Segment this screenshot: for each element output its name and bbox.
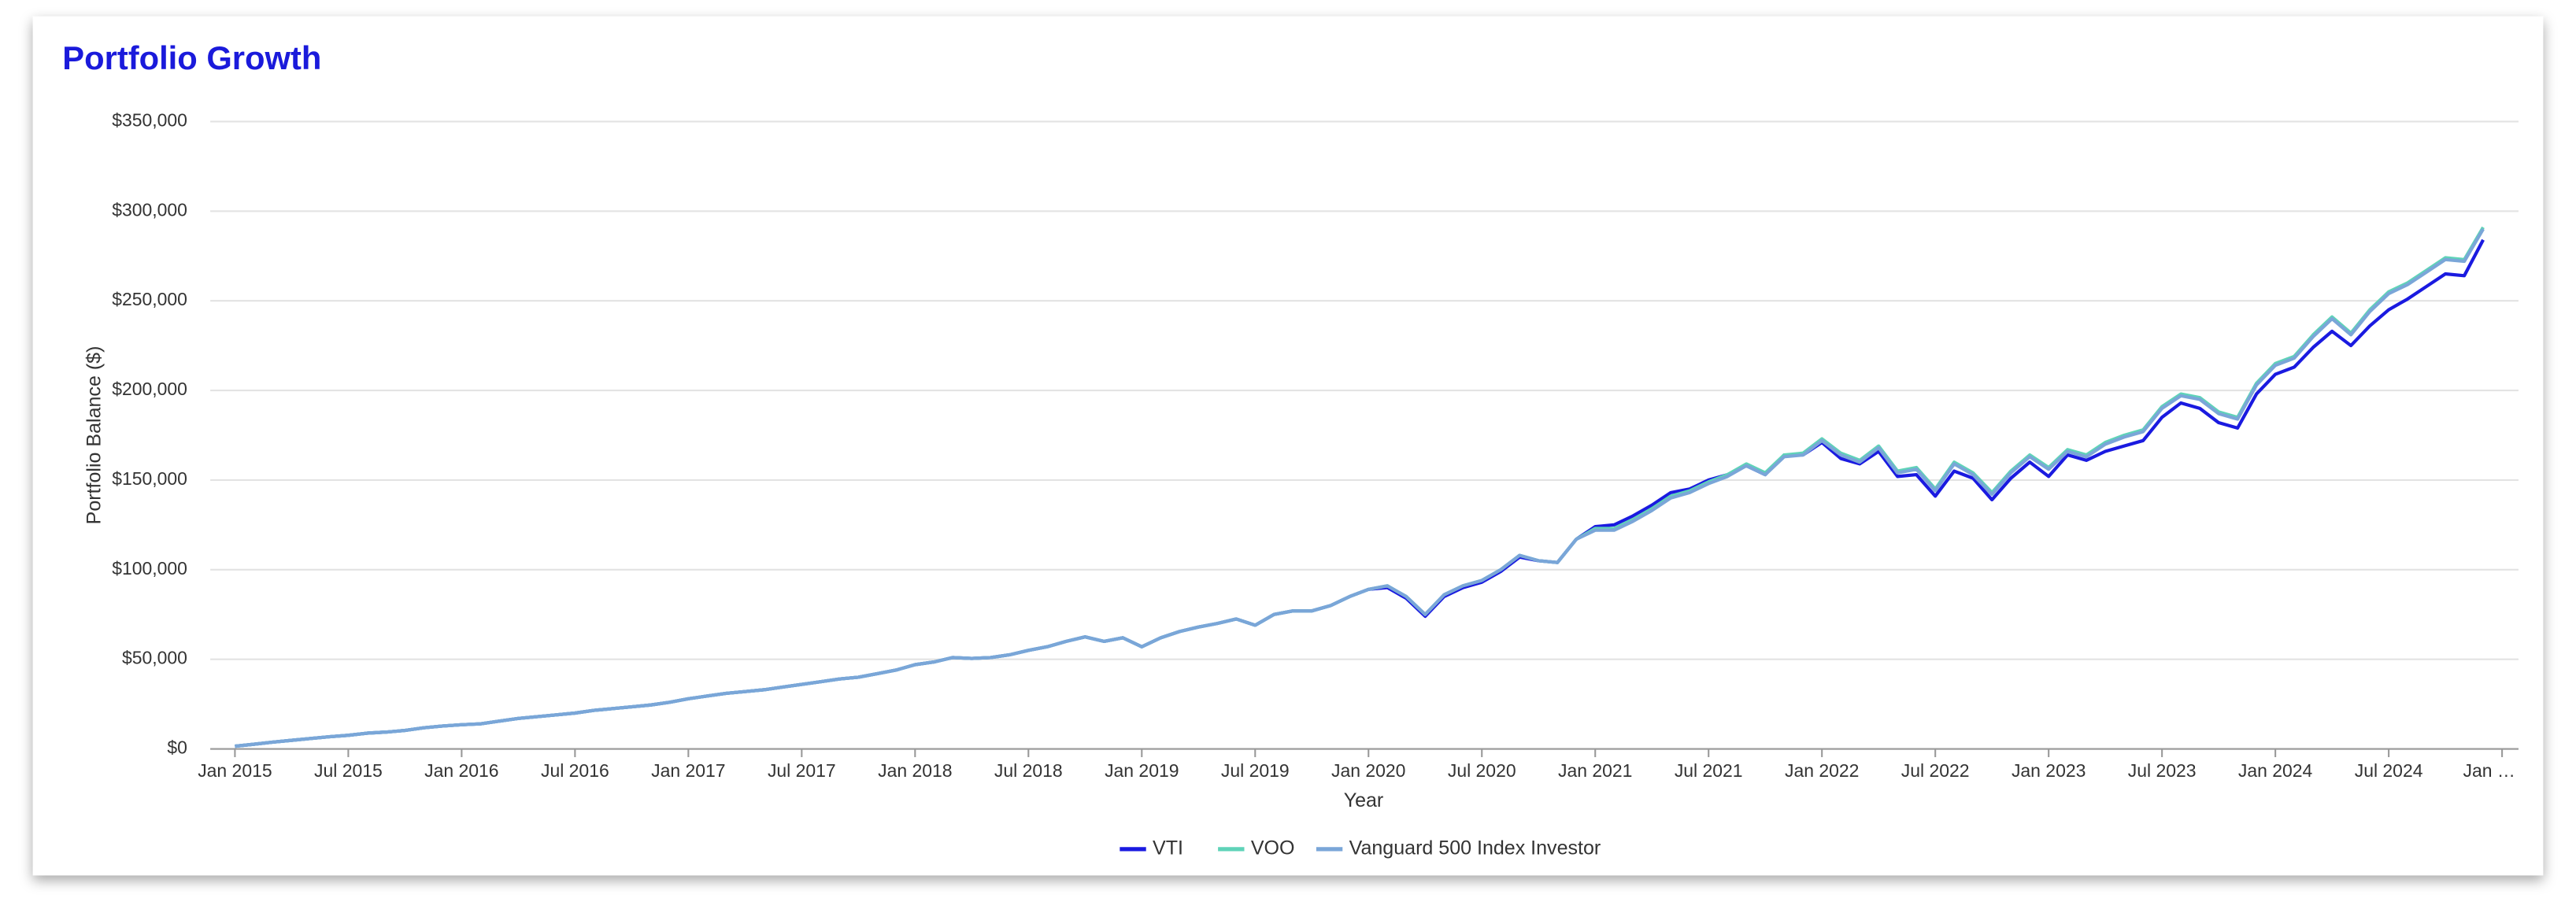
x-tick-label: Jan 2019 [1105, 760, 1179, 781]
x-tick-label: Jan 2017 [651, 760, 725, 781]
y-axis-label: Portfolio Balance ($) [83, 346, 105, 525]
x-tick-label: Jan 2018 [878, 760, 952, 781]
x-tick-label: Jul 2022 [1901, 760, 1970, 781]
x-tick-label: Jul 2023 [2128, 760, 2197, 781]
card [32, 16, 2544, 876]
x-tick-label: Jan … [2463, 760, 2515, 781]
x-tick-label: Jan 2016 [424, 760, 498, 781]
legend-label: VTI [1153, 837, 1183, 859]
x-tick-label: Jan 2015 [198, 760, 272, 781]
x-axis-label: Year [1344, 789, 1384, 811]
x-tick-label: Jul 2016 [541, 760, 609, 781]
y-tick-label: $0 [167, 737, 187, 758]
x-tick-label: Jul 2018 [994, 760, 1063, 781]
x-tick-label: Jul 2017 [768, 760, 836, 781]
chart-title: Portfolio Growth [62, 39, 321, 76]
x-tick-label: Jul 2015 [314, 760, 383, 781]
y-tick-label: $350,000 [112, 109, 187, 130]
legend-label: VOO [1251, 837, 1295, 859]
x-tick-label: Jan 2020 [1331, 760, 1405, 781]
y-tick-label: $50,000 [122, 648, 187, 668]
x-tick-label: Jan 2021 [1558, 760, 1632, 781]
x-tick-label: Jan 2022 [1785, 760, 1859, 781]
x-tick-label: Jul 2021 [1675, 760, 1743, 781]
y-tick-label: $100,000 [112, 558, 187, 578]
x-tick-label: Jul 2019 [1221, 760, 1290, 781]
x-tick-label: Jul 2020 [1448, 760, 1516, 781]
y-tick-label: $150,000 [112, 468, 187, 489]
y-tick-label: $250,000 [112, 289, 187, 309]
x-tick-label: Jul 2024 [2355, 760, 2423, 781]
x-tick-label: Jan 2023 [2012, 760, 2086, 781]
x-tick-label: Jan 2024 [2238, 760, 2313, 781]
y-tick-label: $300,000 [112, 199, 187, 220]
y-tick-label: $200,000 [112, 379, 187, 399]
legend-label: Vanguard 500 Index Investor [1349, 837, 1601, 859]
series-line [235, 228, 2485, 748]
